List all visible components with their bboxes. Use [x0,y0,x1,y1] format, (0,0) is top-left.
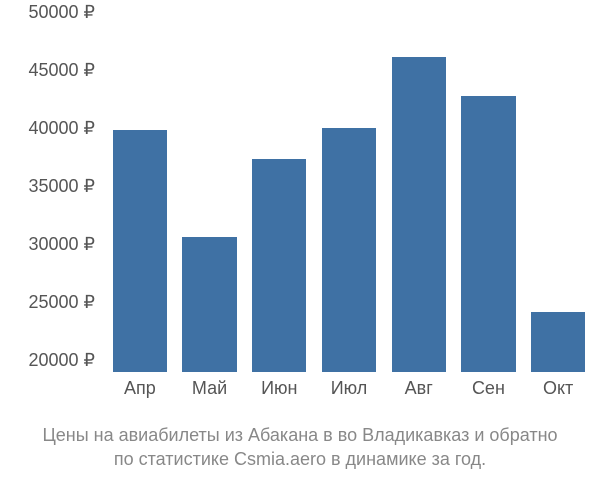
y-tick-label: 35000 ₽ [28,176,95,197]
x-tick-label: Июл [319,378,379,399]
x-tick-label: Окт [528,378,588,399]
x-tick-label: Май [180,378,240,399]
y-tick-label: 20000 ₽ [28,350,95,371]
bar [392,57,446,372]
price-chart: 20000 ₽ 25000 ₽ 30000 ₽ 35000 ₽ 40000 ₽ 45000… [0,0,600,500]
x-tick-label: Авг [389,378,449,399]
bar [322,128,376,372]
bar [252,159,306,372]
bar [182,237,236,372]
y-tick-label: 45000 ₽ [28,60,95,81]
plot-area [105,12,593,372]
bar [461,96,515,372]
y-tick-label: 40000 ₽ [28,118,95,139]
y-tick-label: 50000 ₽ [28,2,95,23]
bar [531,312,585,372]
chart-caption: Цены на авиабилеты из Абакана в во Влади… [0,423,600,472]
bar [113,130,167,372]
y-tick-label: 25000 ₽ [28,292,95,313]
x-tick-label: Апр [110,378,170,399]
x-tick-label: Июн [249,378,309,399]
y-tick-label: 30000 ₽ [28,234,95,255]
x-tick-label: Сен [458,378,518,399]
